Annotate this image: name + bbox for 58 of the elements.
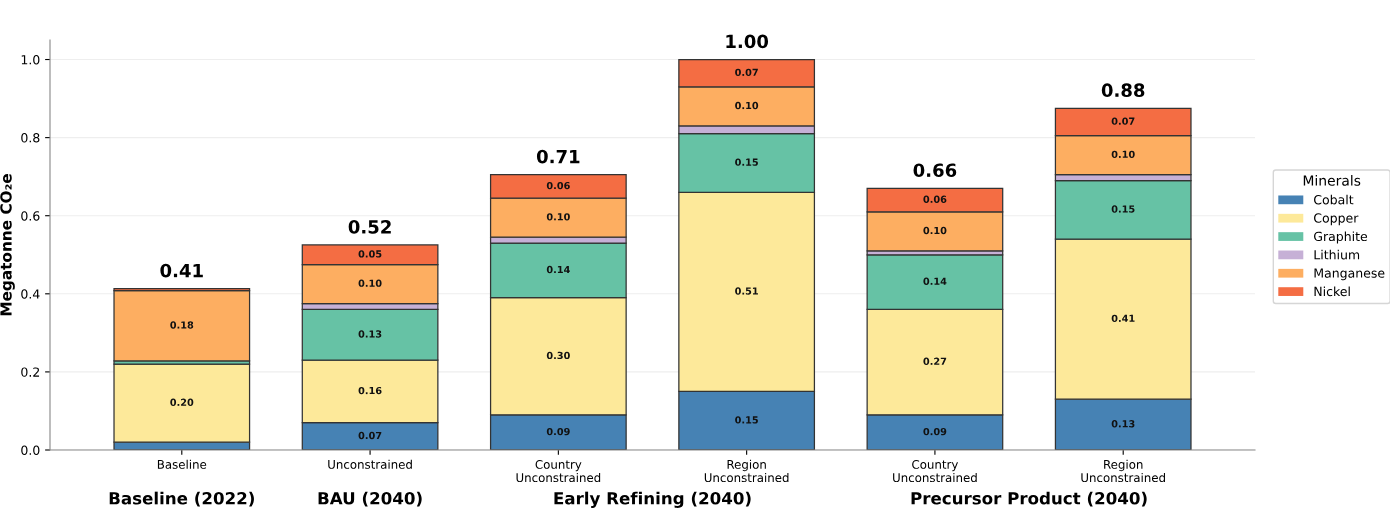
- x-tick-label: Unconstrained: [328, 459, 412, 469]
- x-tick-label: Region Unconstrained: [704, 459, 789, 483]
- data-label: 0.14: [546, 265, 570, 274]
- x-tick-label: Country Unconstrained: [893, 459, 977, 483]
- legend-label: Copper: [1314, 213, 1359, 226]
- data-label: 0.09: [546, 427, 570, 436]
- data-label: 0.51: [735, 287, 758, 295]
- text: BAU (2040): [318, 491, 422, 507]
- x-tick-label: Region Unconstrained: [1081, 459, 1165, 483]
- legend-label: Manganese: [1314, 268, 1385, 281]
- data-label: 0.09: [923, 427, 947, 436]
- data-label: 0.27: [923, 357, 947, 365]
- y-axis-title: Megatonne CO₂e: [0, 174, 15, 316]
- total-label: 0.88: [1101, 83, 1145, 98]
- text: Precursor Product (2040): [911, 491, 1147, 507]
- data-label: 0.41: [1111, 314, 1135, 323]
- total-label: 0.52: [348, 220, 391, 234]
- x-tick-label: Country Unconstrained: [516, 459, 601, 483]
- legend-label: Lithium: [1314, 249, 1360, 260]
- data-label: 0.07: [358, 431, 382, 440]
- y-tick-label: 0.0: [21, 445, 40, 455]
- data-label: 0.15: [735, 416, 758, 424]
- data-label: 0.14: [923, 277, 947, 285]
- y-tick-label: 1.0: [21, 55, 40, 65]
- text: Baseline (2022): [109, 491, 254, 507]
- data-label: 0.13: [358, 330, 382, 338]
- total-label: 0.41: [160, 263, 203, 278]
- legend-label: Nickel: [1314, 286, 1350, 297]
- data-label: 0.30: [546, 351, 570, 360]
- text: Early Refining (2040): [554, 491, 751, 508]
- legend-title: Minerals: [1303, 175, 1361, 186]
- data-label: 0.07: [1111, 117, 1135, 125]
- y-tick-label: 0.6: [21, 211, 40, 221]
- data-label: 0.10: [546, 213, 570, 221]
- data-label: 0.07: [735, 68, 758, 77]
- x-tick-label: Baseline: [157, 459, 207, 469]
- data-label: 0.15: [735, 158, 758, 166]
- data-label: 0.10: [735, 101, 759, 110]
- data-label: 0.06: [546, 181, 570, 190]
- data-label: 0.06: [923, 195, 947, 203]
- data-label: 0.18: [170, 321, 194, 329]
- y-tick-label: 0.2: [21, 367, 40, 377]
- data-label: 0.13: [1111, 420, 1135, 428]
- data-label: 0.10: [358, 279, 382, 287]
- total-label: 0.66: [913, 163, 957, 178]
- bar: [113, 290, 251, 362]
- data-label: 0.20: [170, 398, 194, 406]
- y-tick-label: 0.8: [21, 133, 40, 143]
- legend-label: Graphite: [1314, 231, 1368, 244]
- data-label: 0.05: [358, 250, 382, 258]
- total-label: 1.00: [726, 34, 769, 49]
- y-tick-label: 0.4: [21, 289, 40, 299]
- data-label: 0.15: [1111, 205, 1135, 213]
- data-label: 0.16: [358, 386, 382, 395]
- data-label: 0.10: [1111, 150, 1135, 159]
- data-label: 0.10: [923, 226, 947, 235]
- legend-label: Cobalt: [1314, 194, 1354, 205]
- total-label: 0.71: [536, 149, 580, 164]
